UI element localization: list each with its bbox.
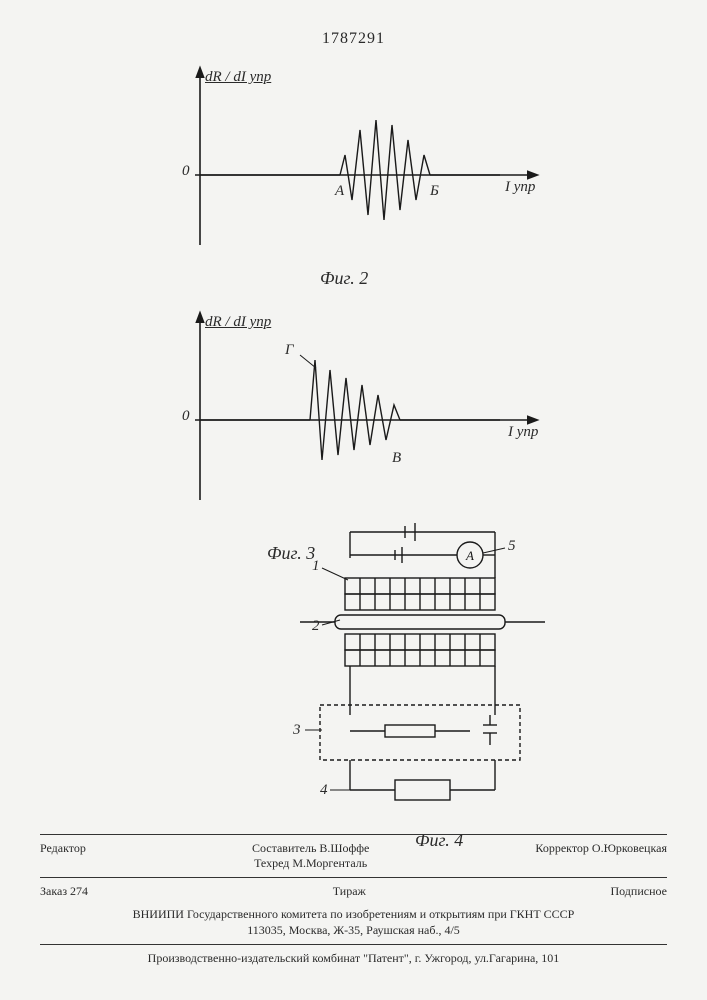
order-text: Заказ 274 (40, 884, 88, 899)
fig2-origin: 0 (182, 163, 190, 180)
fig2-xlabel: I упр (505, 179, 535, 196)
techred-text: Техред М.Моргенталь (254, 856, 367, 870)
fig3-svg (0, 300, 707, 520)
fig2-ylabel-text: dR / dI упр (205, 69, 271, 85)
fig3-point-g: Г (285, 342, 294, 359)
footer-block: Редактор Составитель В.Шоффе Техред М.Мо… (40, 832, 667, 970)
editor-label: Редактор (40, 841, 86, 871)
org-text: ВНИИПИ Государственного комитета по изоб… (133, 907, 575, 921)
subscription-text: Подписное (610, 884, 667, 899)
figure-2: dR / dI упр 0 А Б I упр (0, 55, 707, 265)
fig2-svg (0, 55, 707, 265)
fig3-ylabel: dR / dI упр (205, 315, 271, 329)
page-number: 1787291 (322, 30, 385, 48)
fig2-caption: Фиг. 2 (320, 268, 368, 289)
tirazh-text: Тираж (333, 884, 366, 899)
fig4-label-4: 4 (320, 782, 328, 799)
address-text: 113035, Москва, Ж-35, Раушская наб., 4/5 (247, 923, 460, 937)
fig3-point-v: В (392, 450, 401, 467)
fig4-label-1: 1 (312, 558, 320, 575)
fig4-label-2: 2 (312, 618, 320, 635)
corrector-text: Корректор О.Юрковецкая (535, 841, 667, 871)
fig3-origin: 0 (182, 408, 190, 425)
fig4-label-3: 3 (293, 722, 301, 739)
fig3-ylabel-text: dR / dI упр (205, 314, 271, 330)
fig4-svg: А (0, 520, 707, 820)
fig4-label-5: 5 (508, 538, 516, 555)
fig2-point-a: А (335, 183, 344, 200)
fig2-point-b: Б (430, 183, 439, 200)
fig2-ylabel: dR / dI упр (205, 70, 271, 84)
compiler-text: Составитель В.Шоффе (252, 841, 369, 855)
ammeter-label: А (465, 548, 474, 563)
figure-4: А 1 2 3 4 5 (0, 520, 707, 820)
figure-3: dR / dI упр 0 Г В I упр (0, 300, 707, 520)
printer-text: Производственно-издательский комбинат "П… (148, 951, 560, 965)
fig3-xlabel: I упр (508, 424, 538, 441)
